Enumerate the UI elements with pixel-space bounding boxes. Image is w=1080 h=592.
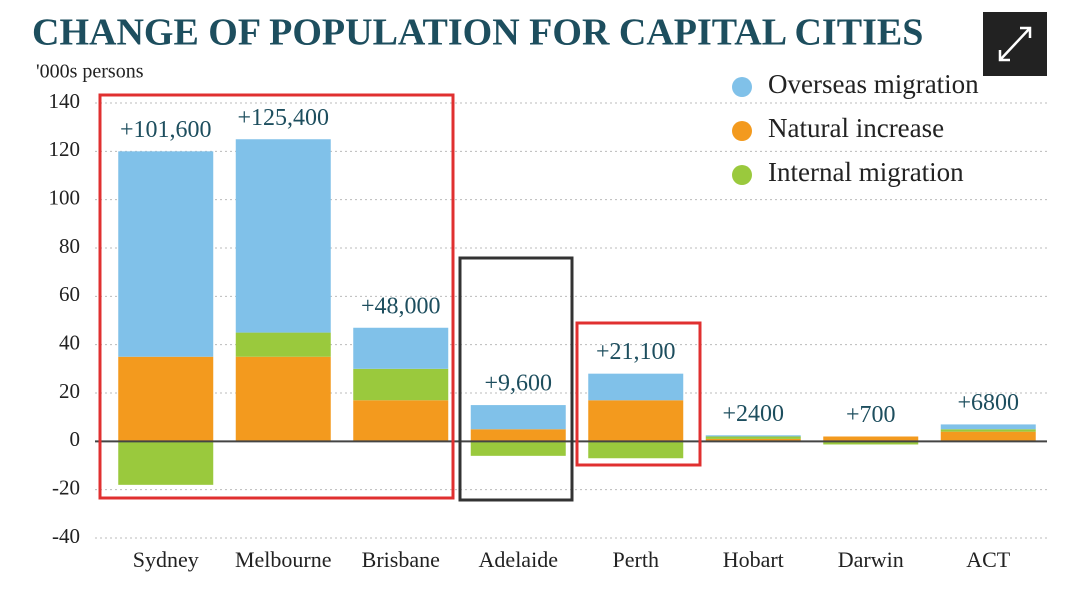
highlight-box — [458, 256, 574, 502]
chart-title: CHANGE OF POPULATION FOR CAPITAL CITIES — [32, 12, 923, 54]
x-tick-label: Sydney — [133, 547, 199, 572]
y-tick-label: 0 — [70, 427, 81, 451]
bar-segment — [118, 441, 214, 485]
bar-segment — [470, 405, 566, 430]
bar-segment — [940, 429, 1036, 432]
bar-segment — [588, 441, 684, 459]
bar-segment — [235, 139, 331, 333]
bar-segment — [235, 356, 331, 442]
bar-segment — [588, 400, 684, 442]
legend-label: Natural increase — [768, 113, 944, 143]
bar-segment — [588, 373, 684, 401]
bar-segment — [940, 431, 1036, 442]
y-tick-label: 140 — [49, 89, 81, 113]
y-tick-label: 120 — [49, 137, 81, 161]
total-label: +2400 — [722, 401, 784, 427]
legend-label: Internal migration — [768, 157, 964, 187]
x-tick-label: Darwin — [838, 547, 904, 572]
y-tick-label: -40 — [52, 524, 80, 548]
total-label: +6800 — [957, 390, 1019, 416]
y-tick-label: 40 — [59, 330, 80, 354]
y-tick-label: 100 — [49, 185, 81, 209]
highlight-box — [575, 321, 702, 467]
plot-area: -40 -20 0 20 40 60 80 100 120 140 Sydney +101,600 Me… — [49, 69, 1047, 572]
y-tick-label: 80 — [59, 234, 80, 258]
x-tick-label: Melbourne — [235, 547, 332, 572]
bar-segment — [118, 151, 214, 357]
legend-swatch — [732, 165, 752, 185]
legend-label: Overseas migration — [768, 69, 979, 99]
x-tick-label: Hobart — [723, 547, 784, 572]
x-tick-label: Adelaide — [479, 547, 558, 572]
bar-segment — [235, 332, 331, 357]
bar-segment — [470, 441, 566, 456]
expand-icon[interactable] — [983, 12, 1047, 76]
total-label: +48,000 — [361, 293, 441, 319]
x-tick-label: Brisbane — [362, 547, 440, 572]
highlight-box — [98, 93, 455, 500]
y-tick-label: -20 — [52, 475, 80, 499]
total-label: +101,600 — [120, 117, 212, 143]
y-tick-label: 60 — [59, 282, 80, 306]
total-label: +700 — [846, 402, 896, 428]
bar-segment — [823, 436, 919, 442]
bar-segment — [353, 327, 449, 369]
legend-swatch — [732, 121, 752, 141]
x-tick-label: Perth — [613, 547, 659, 572]
bar-segment — [705, 435, 801, 437]
total-label: +9,600 — [484, 371, 552, 397]
bar-segment — [353, 400, 449, 442]
y-axis-label: '000s persons — [36, 61, 144, 83]
total-label: +21,100 — [596, 339, 676, 365]
x-tick-label: ACT — [966, 547, 1011, 572]
bar-segment — [823, 441, 919, 445]
bar-segment — [470, 429, 566, 442]
bar-segment — [353, 368, 449, 401]
bar-segment — [118, 356, 214, 442]
bar-segment — [940, 424, 1036, 430]
total-label: +125,400 — [237, 105, 329, 131]
y-tick-label: 20 — [59, 379, 80, 403]
legend-swatch — [732, 77, 752, 97]
bar-segment — [705, 436, 801, 439]
bar-segment — [705, 438, 801, 442]
